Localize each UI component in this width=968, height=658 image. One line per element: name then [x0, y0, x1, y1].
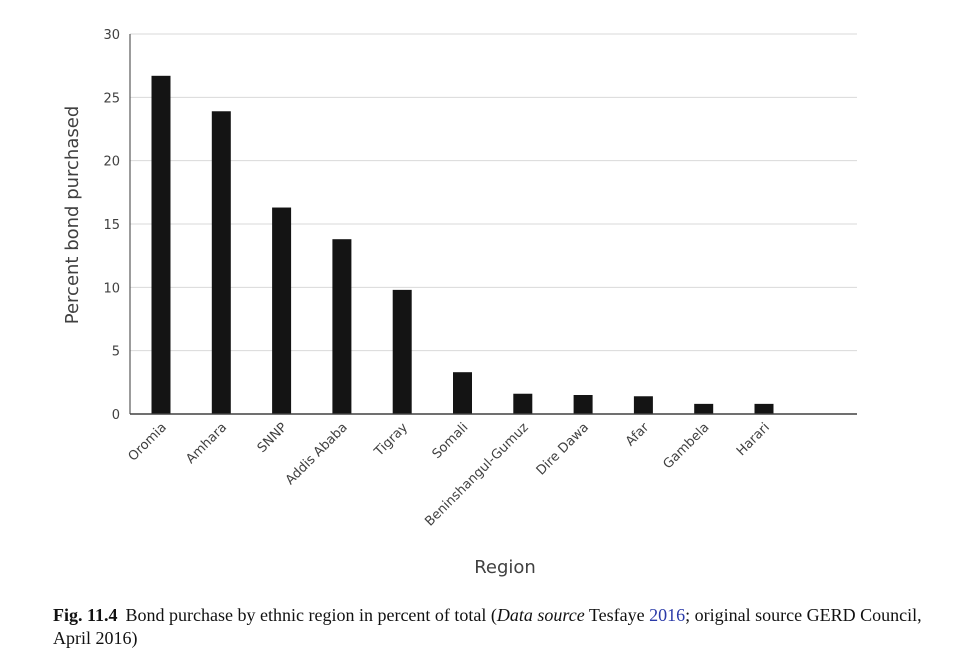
x-tick-label-addis-ababa: Addis Ababa — [283, 420, 351, 488]
axes — [129, 34, 857, 415]
y-tick-label-25: 25 — [103, 91, 120, 106]
x-tick-label-amhara: Amhara — [183, 420, 230, 467]
x-tick-label-oromia: Oromia — [126, 420, 170, 464]
bar-afar — [633, 396, 653, 414]
bar-somali — [453, 372, 472, 414]
bar-dire-dawa — [573, 395, 593, 414]
bar-snnp — [272, 207, 292, 414]
bar-gambela — [694, 403, 714, 414]
x-tick-label-harari: Harari — [734, 420, 773, 459]
x-tick-label-beninshangul-gumuz: Beninshangul-Gumuz — [422, 420, 531, 529]
figure-label: Fig. 11.4 — [53, 605, 118, 625]
bars — [151, 75, 774, 415]
y-tick-label-20: 20 — [103, 155, 120, 170]
gridlines — [130, 33, 857, 352]
bar-addis-ababa — [332, 239, 352, 414]
figure-caption: Fig. 11.4 Bond purchase by ethnic region … — [53, 604, 933, 650]
caption-text-1: Bond purchase by ethnic region in percen… — [125, 605, 497, 625]
citation-link-2016[interactable]: 2016 — [649, 605, 686, 625]
bar-amhara — [211, 111, 231, 415]
y-axis-title: Percent bond purchased — [62, 106, 83, 325]
x-tick-label-dire-dawa: Dire Dawa — [534, 420, 592, 478]
caption-italic-data-source: Data source — [496, 605, 585, 625]
caption-text-3: ; original source GERD Council, April 20… — [53, 605, 922, 648]
bar-tigray — [392, 289, 412, 414]
x-axis-title: Region — [474, 557, 536, 578]
bar-oromia — [151, 75, 171, 415]
y-tick-label-10: 10 — [103, 281, 120, 296]
bar-chart: 0 5 10 15 20 25 30 Oromia Amhara SNNP Addis Ababa… — [62, 28, 857, 578]
x-tick-label-snnp: SNNP — [255, 420, 291, 456]
bar-harari — [754, 403, 774, 414]
y-tick-labels: 0 5 10 15 20 25 30 — [103, 28, 120, 423]
y-tick-label-15: 15 — [103, 218, 120, 233]
y-tick-label-0: 0 — [112, 408, 120, 423]
x-tick-label-afar: Afar — [623, 420, 653, 450]
y-tick-label-30: 30 — [103, 28, 120, 43]
caption-text-2: Tesfaye — [584, 605, 650, 625]
x-tick-label-somali: Somali — [430, 420, 472, 462]
x-tick-label-gambela: Gambela — [661, 420, 713, 472]
bar-beninshangul-gumuz — [513, 393, 533, 414]
x-tick-label-tigray: Tigray — [371, 420, 411, 460]
y-tick-label-5: 5 — [112, 345, 120, 360]
